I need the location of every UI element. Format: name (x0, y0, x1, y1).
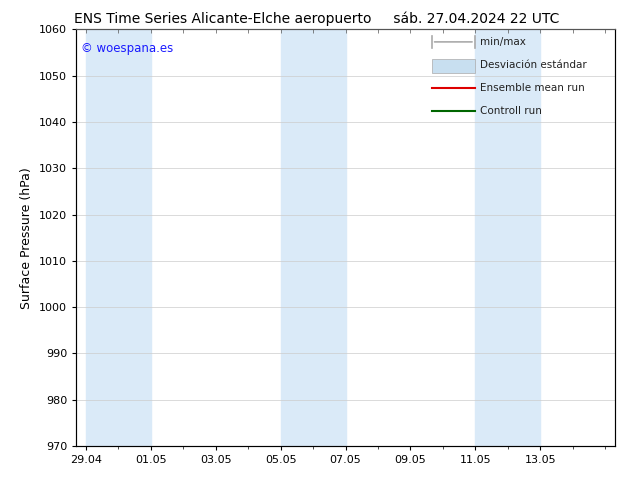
Text: Desviación estándar: Desviación estándar (480, 60, 587, 70)
Y-axis label: Surface Pressure (hPa): Surface Pressure (hPa) (20, 167, 34, 309)
Bar (86, 29, 151, 446)
Bar (281, 29, 346, 446)
Bar (476, 29, 540, 446)
Text: ENS Time Series Alicante-Elche aeropuerto     sáb. 27.04.2024 22 UTC: ENS Time Series Alicante-Elche aeropuert… (74, 11, 560, 26)
Text: © woespana.es: © woespana.es (81, 42, 174, 55)
Text: min/max: min/max (480, 37, 526, 47)
Text: Controll run: Controll run (480, 106, 542, 116)
Text: Ensemble mean run: Ensemble mean run (480, 83, 585, 93)
FancyBboxPatch shape (432, 59, 475, 73)
